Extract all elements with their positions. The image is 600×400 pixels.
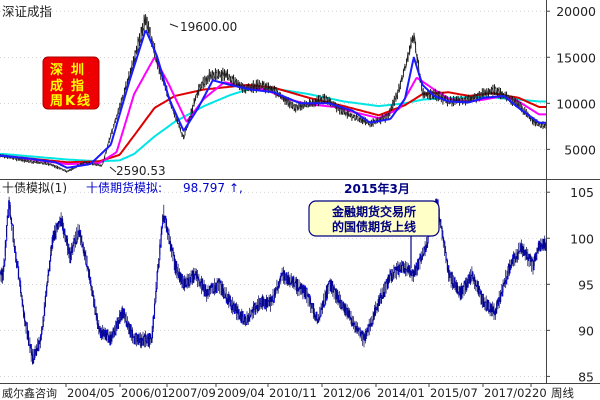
x-tick-label: 2014/01 [377, 386, 425, 400]
x-tick-label: 20 [532, 386, 547, 400]
x-tick-label: 2009/04 [217, 386, 265, 400]
lower-last-value-suffix: ↑, [229, 181, 243, 195]
lower-ytick-label: 85 [578, 369, 594, 384]
lower-ytick-label: 100 [570, 231, 594, 246]
peak-pointer [169, 23, 179, 28]
trough-pointer [109, 166, 117, 173]
event-callout: 金融期货交易所 的国债期货上线 [308, 200, 440, 268]
event-title: 2015年3月 [344, 181, 410, 196]
event-callout-line-1: 金融期货交易所 [331, 204, 416, 219]
upper-series-line-ma-short [0, 30, 546, 169]
lower-last-value: 98.797 [183, 181, 225, 195]
lower-yticks: 85 90 95 100 105 [546, 185, 594, 384]
index-label-line-2: 成指 [50, 78, 92, 94]
upper-chart-title: 深证成指 [2, 4, 52, 19]
index-label-line-1: 深圳 [50, 62, 92, 78]
lower-series-label: 十债期货模拟: [86, 180, 162, 195]
lower-gridlines [0, 191, 546, 377]
x-tick-labels: 2004/05 2006/01 2007/09 2009/04 2010/11 2012/… [65, 383, 547, 400]
lower-ytick-label: 90 [578, 323, 594, 338]
x-tick-label: 2017/02 [484, 386, 532, 400]
trough-annotation: 2590.53 [116, 164, 166, 178]
upper-ytick-label: 15000 [556, 50, 596, 65]
x-tick-label: 2004/05 [67, 386, 115, 400]
lower-ohlc-bars [0, 196, 547, 365]
lower-chart-title: 十债模拟(1) [2, 181, 67, 195]
lower-series-layer [0, 196, 547, 365]
period-label: 周线 [551, 386, 574, 400]
upper-series-layer [0, 13, 547, 173]
event-callout-box [308, 200, 440, 237]
lower-ytick-label: 95 [578, 277, 594, 292]
event-callout-line-2: 的国债期货上线 [332, 219, 416, 234]
upper-yticks: 5000 10000 15000 20000 [546, 4, 596, 157]
index-label-box: 深圳 成指 周K线 [42, 56, 100, 110]
lower-ytick-label: 105 [570, 185, 594, 200]
x-tick-label: 2006/01 [121, 386, 169, 400]
x-tick-label: 2012/06 [323, 386, 371, 400]
upper-gridlines [0, 10, 546, 150]
index-label-box-bg [42, 56, 100, 110]
x-tick-label: 2007/09 [168, 386, 216, 400]
index-label-line-3: 周K线 [50, 93, 92, 109]
upper-ytick-label: 20000 [556, 4, 596, 19]
source-label: 威尔鑫咨询 [2, 386, 57, 400]
x-tick-label: 2010/11 [269, 386, 317, 400]
x-tick-label: 2015/07 [430, 386, 478, 400]
upper-ytick-label: 5000 [564, 142, 596, 157]
peak-annotation: 19600.00 [180, 20, 237, 34]
upper-ytick-label: 10000 [556, 96, 596, 111]
